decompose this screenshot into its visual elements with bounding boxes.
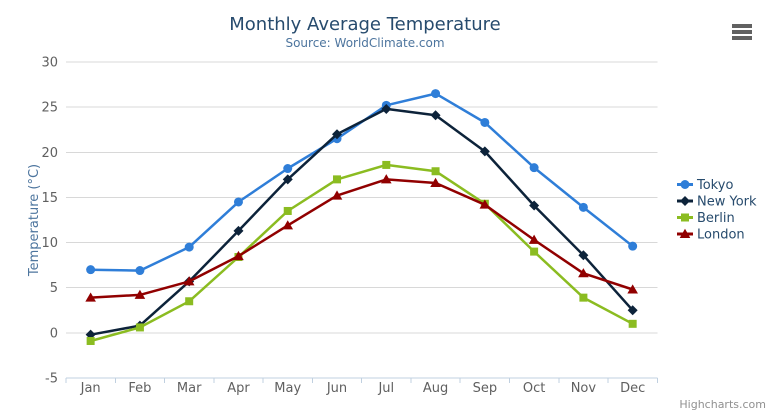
y-tick-label: 20 (41, 146, 58, 161)
berlin-point-marker[interactable] (628, 319, 637, 328)
london-point-marker[interactable] (233, 250, 244, 261)
new-york-point-marker[interactable] (381, 103, 392, 114)
x-tick-label: Sep (473, 381, 498, 396)
y-tick-label: 5 (50, 281, 58, 296)
new-york-point-marker[interactable] (430, 110, 441, 121)
legend-item-new-york[interactable]: New York (677, 195, 757, 210)
x-tick-label: Jan (80, 381, 101, 396)
tokyo-point-marker[interactable] (135, 266, 145, 276)
tokyo-point-marker[interactable] (86, 265, 96, 275)
x-tick-label: Mar (177, 381, 202, 396)
berlin-point-marker[interactable] (579, 293, 588, 302)
tokyo-point-marker[interactable] (578, 202, 588, 212)
hamburger-icon (732, 24, 753, 40)
legend-berlin-marker-icon[interactable] (681, 213, 689, 222)
y-tick-label: 0 (50, 326, 58, 341)
series-tokyo (86, 89, 638, 276)
new-york-point-marker[interactable] (627, 305, 638, 316)
x-tick-label: Oct (523, 381, 545, 396)
tokyo-point-marker[interactable] (431, 89, 441, 99)
tokyo-point-marker[interactable] (529, 163, 539, 173)
berlin-point-marker[interactable] (382, 160, 391, 169)
new-york-point-marker[interactable] (332, 129, 343, 140)
new-york-point-marker[interactable] (479, 146, 490, 157)
berlin-point-marker[interactable] (333, 175, 342, 184)
london-point-marker[interactable] (134, 289, 146, 299)
credits-link[interactable]: Highcharts.com (679, 398, 766, 411)
y-gridlines (66, 61, 658, 334)
x-axis (65, 377, 658, 383)
berlin-point-marker[interactable] (185, 297, 194, 306)
y-tick-label: 25 (41, 101, 58, 116)
london-point-marker[interactable] (183, 276, 195, 286)
london-point-marker[interactable] (528, 234, 540, 244)
series-london (85, 174, 638, 302)
tokyo-point-marker[interactable] (628, 241, 638, 251)
berlin-point-marker[interactable] (86, 336, 95, 345)
london-point-marker[interactable] (479, 199, 491, 209)
x-axis-labels: Jan Feb Mar Apr May Jun Jul Aug Sep Oct Nov Dec (80, 381, 646, 396)
chart-subtitle: Source: WorldClimate.com (285, 36, 445, 50)
y-axis-labels: -5 0 5 10 15 20 25 30 (41, 56, 58, 387)
y-tick-label: 15 (41, 191, 58, 206)
new-york-point-marker[interactable] (233, 225, 244, 236)
y-tick-label: 30 (41, 56, 58, 71)
berlin-point-marker[interactable] (431, 167, 440, 176)
series-london-line (89, 178, 634, 299)
chart-title: Monthly Average Temperature (229, 14, 501, 35)
y-tick-label: 10 (41, 236, 58, 251)
london-point-marker[interactable] (430, 177, 441, 187)
new-york-point-marker[interactable] (282, 174, 293, 185)
legend-tokyo-marker-icon[interactable] (680, 180, 690, 189)
new-york-point-marker[interactable] (578, 250, 589, 261)
context-menu-button[interactable] (732, 24, 753, 40)
legend-item-tokyo[interactable]: Tokyo (677, 178, 733, 193)
london-point-marker[interactable] (578, 268, 589, 278)
x-tick-label: Apr (227, 381, 250, 396)
tokyo-point-marker[interactable] (283, 164, 293, 174)
legend-label: Berlin (697, 211, 735, 226)
legend-label: London (697, 228, 745, 243)
x-tick-label: Nov (571, 381, 597, 396)
x-tick-label: Jun (326, 381, 347, 396)
series-new-york-line (89, 107, 634, 336)
berlin-point-marker[interactable] (530, 247, 539, 256)
y-tick-label: -5 (45, 372, 58, 387)
tokyo-point-marker[interactable] (480, 117, 490, 127)
new-york-point-marker[interactable] (529, 200, 540, 211)
london-point-marker[interactable] (627, 284, 638, 294)
berlin-point-marker[interactable] (283, 206, 292, 215)
x-tick-label: Jul (377, 381, 394, 396)
london-point-marker[interactable] (282, 220, 294, 230)
berlin-point-marker[interactable] (135, 323, 144, 332)
y-axis-title: Temperature (°C) (27, 164, 42, 277)
legend-item-london[interactable]: London (677, 228, 745, 243)
legend-london-marker-icon[interactable] (679, 228, 691, 238)
series-berlin-line (89, 163, 634, 343)
tokyo-point-marker[interactable] (233, 197, 243, 207)
x-tick-label: Aug (423, 381, 448, 396)
legend-label: Tokyo (696, 178, 733, 193)
x-tick-label: Dec (620, 381, 645, 396)
legend-label: New York (697, 195, 757, 210)
series-new-york (85, 103, 638, 340)
london-point-marker[interactable] (85, 292, 96, 302)
legend-item-berlin[interactable]: Berlin (677, 211, 735, 226)
london-point-marker[interactable] (331, 190, 343, 200)
london-point-marker[interactable] (380, 174, 392, 184)
legend-new-york-marker-icon[interactable] (680, 196, 690, 206)
x-tick-label: May (274, 381, 301, 396)
x-tick-label: Feb (128, 381, 151, 396)
tokyo-point-marker[interactable] (184, 242, 194, 252)
